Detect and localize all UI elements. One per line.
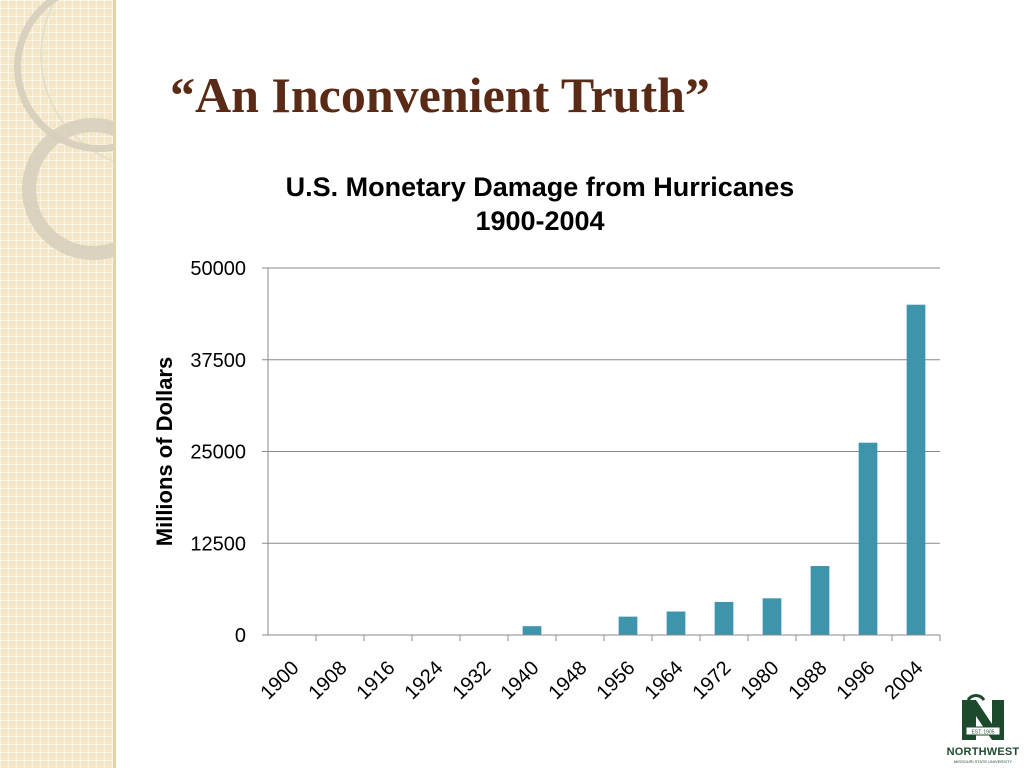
bar-2004 xyxy=(906,304,926,635)
logo-subtitle: MISSOURI STATE UNIVERSITY xyxy=(953,759,1013,764)
y-tick-label: 37500 xyxy=(190,350,246,372)
y-axis-label: Millions of Dollars xyxy=(152,357,177,546)
y-tick-label: 0 xyxy=(235,625,246,647)
x-tick-label: 1908 xyxy=(305,657,352,704)
chart-title-block: U.S. Monetary Damage from Hurricanes 190… xyxy=(200,170,880,238)
x-tick-label: 1900 xyxy=(257,657,304,704)
x-tick-label: 1916 xyxy=(353,657,400,704)
x-tick-label: 1956 xyxy=(593,657,640,704)
logo-est: EST. 1905 xyxy=(971,730,994,736)
bar-1988 xyxy=(810,566,830,635)
logo-name: NORTHWEST xyxy=(946,746,1020,758)
x-tick-label: 1980 xyxy=(737,657,784,704)
x-tick-label: 2004 xyxy=(881,657,928,704)
x-tick-label: 1964 xyxy=(641,657,688,704)
x-tick-label: 1940 xyxy=(497,657,544,704)
slide-title: “An Inconvenient Truth” xyxy=(170,67,710,123)
x-tick-label: 1996 xyxy=(833,657,880,704)
bar-1972 xyxy=(714,601,734,635)
x-tick-label: 1932 xyxy=(449,657,496,704)
logo-emblem-icon: EST. 1905 xyxy=(962,694,1004,740)
decorative-side-strip xyxy=(0,0,113,768)
x-tick-label: 1988 xyxy=(785,657,832,704)
bar-1964 xyxy=(666,611,686,635)
bar-1980 xyxy=(762,598,782,635)
bar-1956 xyxy=(618,616,638,635)
y-tick-label: 50000 xyxy=(190,258,246,280)
bar-1996 xyxy=(858,442,878,635)
chart-title: U.S. Monetary Damage from Hurricanes xyxy=(285,172,795,202)
x-tick-label: 1924 xyxy=(401,657,448,704)
x-tick-label: 1972 xyxy=(689,657,736,704)
northwest-logo: EST. 1905 NORTHWEST MISSOURI STATE UNIVE… xyxy=(946,694,1020,766)
x-tick-label: 1948 xyxy=(545,657,592,704)
y-tick-label: 25000 xyxy=(190,442,246,464)
y-tick-label: 12500 xyxy=(190,533,246,555)
chart-subtitle: 1900-2004 xyxy=(475,206,605,236)
side-strip-edge xyxy=(113,0,116,768)
bar-1940 xyxy=(522,626,542,635)
